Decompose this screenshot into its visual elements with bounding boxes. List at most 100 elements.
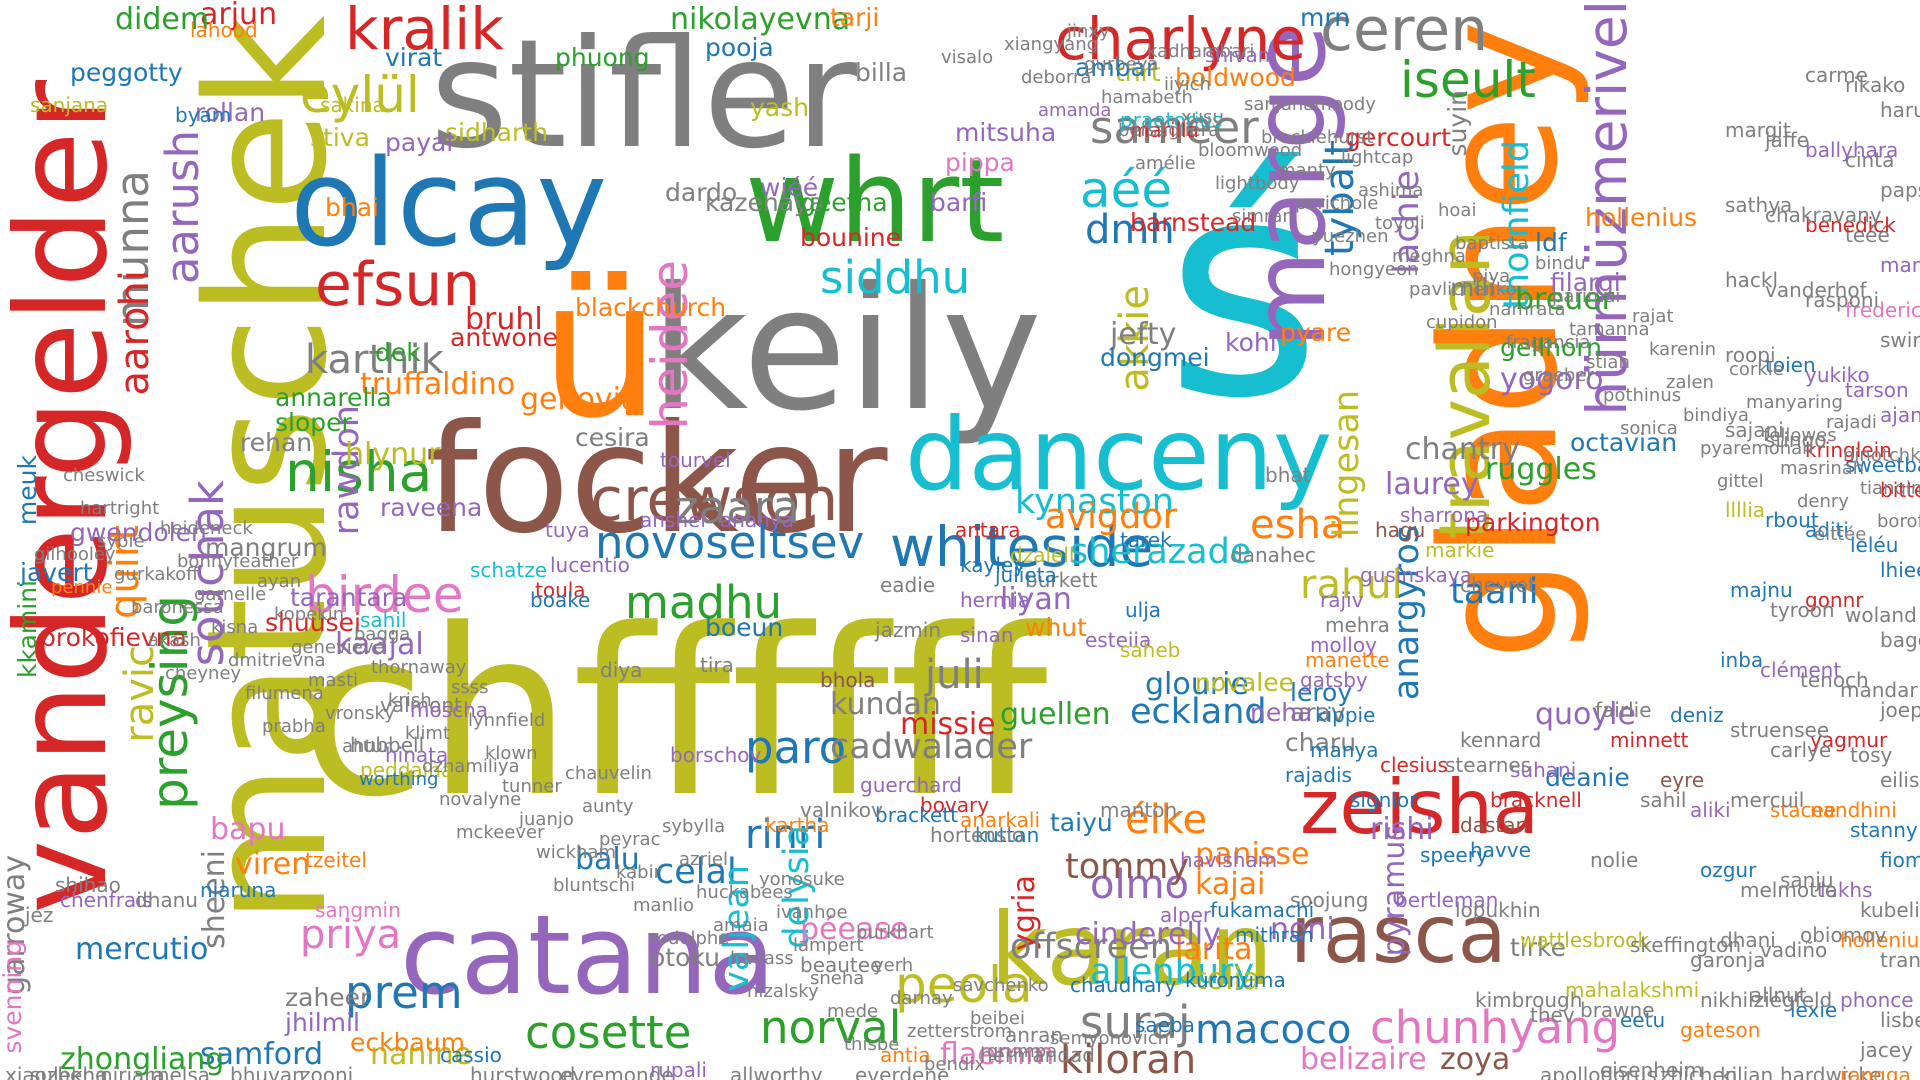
cloud-word: quoyle xyxy=(1535,697,1636,732)
cloud-word: ballyhara xyxy=(1805,138,1899,162)
cloud-word: tommy xyxy=(1065,847,1190,887)
cloud-word: hlynur xyxy=(345,437,441,472)
cloud-word: bounine xyxy=(800,223,902,252)
cloud-word: tamanna xyxy=(1569,319,1650,340)
cloud-word: payal xyxy=(385,128,454,157)
cloud-word: kuttan xyxy=(975,823,1040,847)
cloud-word: kippie xyxy=(1315,703,1376,727)
cloud-word: bruhl xyxy=(465,302,543,337)
cloud-word: heidee xyxy=(641,260,699,430)
cloud-word: rupali xyxy=(650,1058,707,1080)
cloud-word: flaemm xyxy=(940,1037,1055,1072)
cloud-word: kajai xyxy=(1195,867,1266,902)
cloud-word: hurstwood xyxy=(470,1063,576,1080)
cloud-word: apollodorus xyxy=(1540,1063,1657,1080)
cloud-word: sanju xyxy=(1780,868,1834,892)
cloud-word: julieta xyxy=(995,563,1057,587)
cloud-word: didem xyxy=(115,2,210,37)
cloud-word: tourvel xyxy=(660,448,731,472)
cloud-word: jaffe xyxy=(1765,128,1809,152)
cloud-word: kringlein xyxy=(1805,438,1892,462)
cloud-word: tosy xyxy=(1850,743,1893,767)
cloud-word: aarohi xyxy=(112,270,158,396)
cloud-word: tranio xyxy=(1880,948,1920,972)
cloud-word: deniz xyxy=(1670,703,1724,727)
cloud-word: mandar xyxy=(1840,678,1918,702)
cloud-word: rasponi xyxy=(1805,288,1880,312)
cloud-word: whiteside xyxy=(890,515,1154,579)
cloud-word: filumena xyxy=(245,683,324,704)
cloud-word: thornaway xyxy=(371,657,467,678)
cloud-word: kartha xyxy=(765,813,830,837)
cloud-word: guerchard xyxy=(860,773,962,797)
cloud-word: zetterstrom xyxy=(907,1021,1013,1042)
cloud-word: kralik xyxy=(345,0,504,63)
cloud-word: baptista xyxy=(1455,233,1529,254)
cloud-word: nolie xyxy=(1590,848,1639,872)
cloud-word: chauvelin xyxy=(565,763,652,784)
cloud-word: masrinah xyxy=(1780,458,1865,479)
cloud-word: bovary xyxy=(920,793,990,817)
cloud-word: eyre xyxy=(1660,768,1705,792)
cloud-word: kynaston xyxy=(1015,482,1174,522)
cloud-word: fellowes xyxy=(1763,425,1837,446)
cloud-word: toula xyxy=(535,578,586,602)
cloud-word: tarson xyxy=(1845,378,1909,402)
cloud-word: sahil xyxy=(1640,788,1687,812)
cloud-word: ssss xyxy=(451,677,489,698)
cloud-word: mithran xyxy=(1235,923,1314,947)
cloud-word: nikolayevna xyxy=(670,2,851,37)
cloud-word: phuong xyxy=(555,43,650,72)
cloud-word: hardwicke xyxy=(1780,1063,1882,1080)
cloud-word: phonce xyxy=(1840,988,1914,1012)
cloud-word: rajiv xyxy=(1320,588,1364,612)
cloud-word: marilla xyxy=(1130,118,1199,142)
cloud-word: peyrac xyxy=(599,829,661,850)
cloud-word: catana xyxy=(400,891,776,1019)
cloud-word: hackl xyxy=(1725,268,1779,292)
cloud-word: teéé xyxy=(1845,223,1890,247)
cloud-word: ambar xyxy=(1075,53,1157,82)
cloud-word: danahec xyxy=(1230,543,1316,567)
cloud-word: norval xyxy=(760,1001,902,1054)
cloud-word: perichole xyxy=(1295,193,1379,214)
cloud-word: eadie xyxy=(880,573,936,597)
cloud-word: molloy xyxy=(1310,633,1377,657)
cloud-word: hermandad xyxy=(980,1043,1095,1067)
cloud-word: nandhini xyxy=(1810,798,1897,822)
cloud-word: bendix xyxy=(924,1054,985,1075)
cloud-word: larita xyxy=(1175,932,1253,967)
cloud-word: breuer xyxy=(1515,282,1614,317)
cloud-word: pyare xyxy=(1280,318,1352,347)
cloud-word: piya xyxy=(1472,266,1511,287)
cloud-word: bertleman xyxy=(1395,888,1499,912)
cloud-word: chakravany xyxy=(1765,203,1882,227)
cloud-word: sneha xyxy=(810,968,865,989)
cloud-word: vanderhof xyxy=(1765,278,1867,302)
cloud-word: anargyros xyxy=(1387,525,1427,701)
cloud-word: hartright xyxy=(80,498,160,519)
cloud-word: otoku xyxy=(650,943,720,972)
cloud-word: barfi xyxy=(930,188,988,217)
cloud-word: worthing xyxy=(359,769,439,790)
cloud-word: esha xyxy=(1250,502,1346,548)
cloud-word: shivam xyxy=(1205,43,1278,67)
cloud-word: kimbrough xyxy=(1475,988,1583,1012)
cloud-word: garonja xyxy=(1690,948,1766,972)
cloud-word: inba xyxy=(1720,648,1764,672)
cloud-word: stifler xyxy=(430,8,858,182)
cloud-word: yukiko xyxy=(1805,363,1870,387)
cloud-word: hinata xyxy=(385,743,449,767)
cloud-word: manyaring xyxy=(1746,392,1843,413)
cloud-word: fiom xyxy=(1880,848,1920,872)
cloud-word: gellhorn xyxy=(1500,333,1602,362)
cloud-word: laurey xyxy=(1385,467,1479,502)
cloud-word: tolia xyxy=(1195,962,1261,997)
cloud-word: kilian xyxy=(1720,1063,1774,1080)
cloud-word: karenin xyxy=(1649,339,1717,360)
cloud-word: obiomov xyxy=(1800,923,1887,947)
cloud-word: kadhambari xyxy=(1147,41,1255,62)
cloud-word: chaudhary xyxy=(1070,973,1177,997)
cloud-word: pennie xyxy=(51,577,113,598)
cloud-word: gatsby xyxy=(1300,668,1368,692)
